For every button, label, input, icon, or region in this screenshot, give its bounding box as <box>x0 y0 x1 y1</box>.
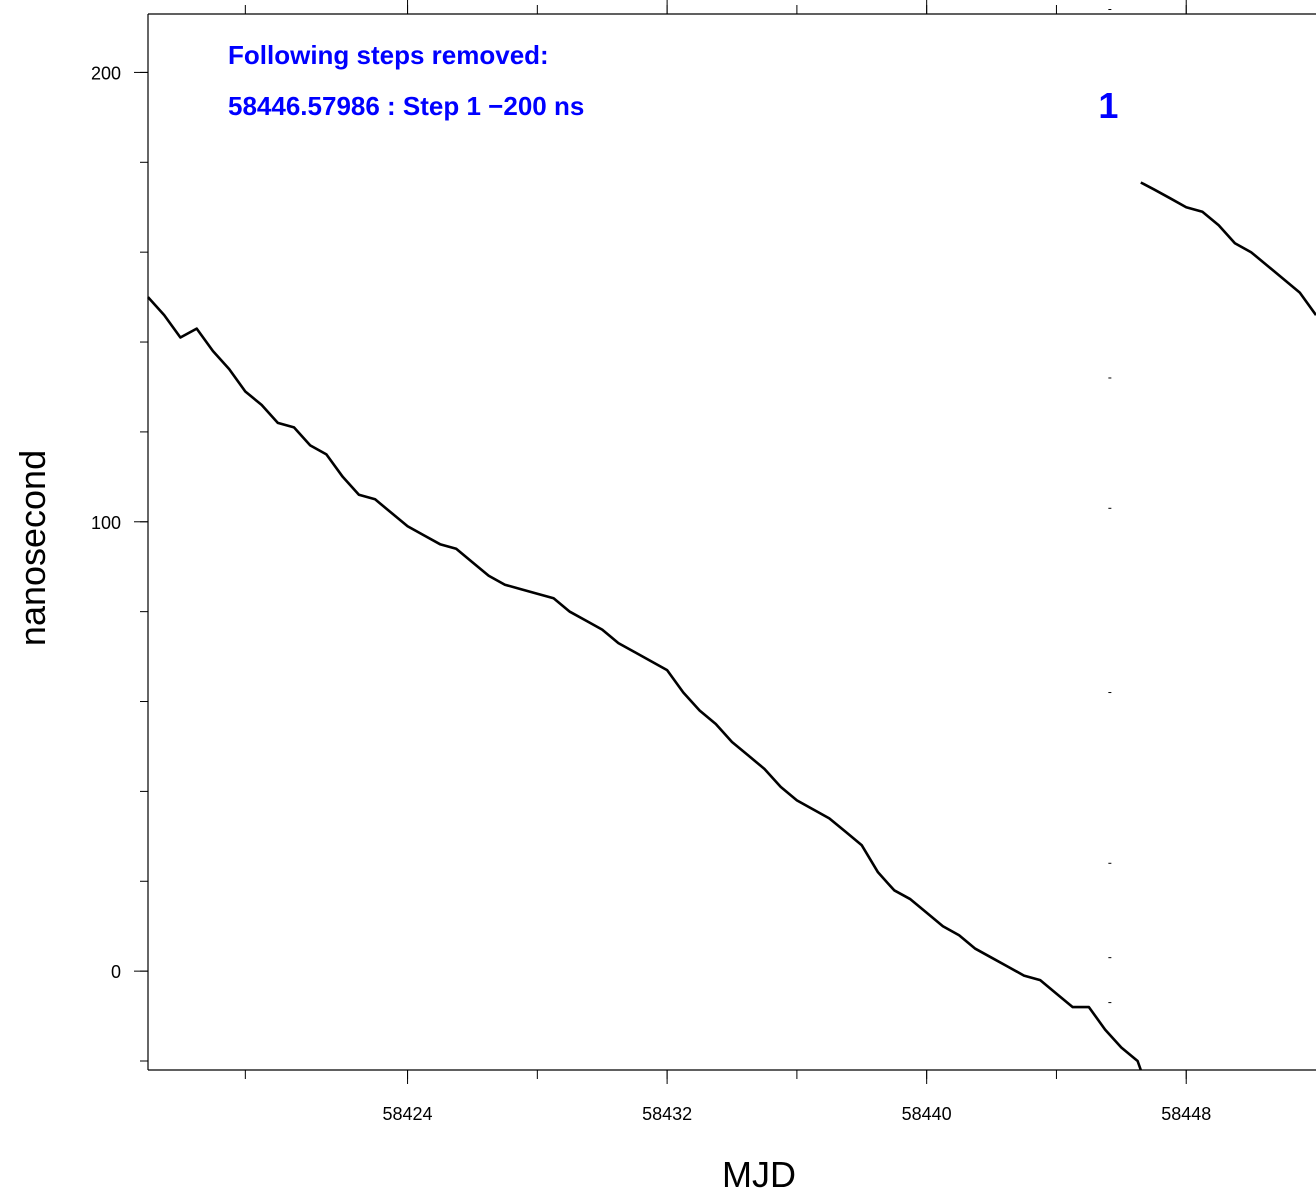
series-group <box>147 181 1316 1071</box>
annotation-step-detail: 58446.57986 : Step 1 −200 ns <box>228 91 584 121</box>
x-tick-label: 58432 <box>642 1104 692 1124</box>
series-line-1 <box>147 296 1143 1071</box>
annotation-steps-removed: Following steps removed: <box>228 40 549 70</box>
y-tick-label: 0 <box>111 962 121 982</box>
x-tick-label: 58448 <box>1161 1104 1211 1124</box>
plot-frame <box>147 13 1316 1071</box>
x-tick-label: 58424 <box>383 1104 433 1124</box>
step-marker-label: 1 <box>1098 85 1118 126</box>
y-tick-label: 200 <box>91 63 121 83</box>
series-line-2 <box>1140 181 1316 316</box>
x-axis-title: MJD <box>722 1154 796 1195</box>
x-axis: 58424 58432 58440 58448 <box>244 0 1211 1124</box>
step-tick-marks <box>1108 9 1112 1004</box>
y-axis-title: nanosecond <box>12 450 53 646</box>
y-axis: 0 100 200 <box>91 63 148 1062</box>
y-tick-label: 100 <box>91 513 121 533</box>
x-tick-label: 58440 <box>902 1104 952 1124</box>
